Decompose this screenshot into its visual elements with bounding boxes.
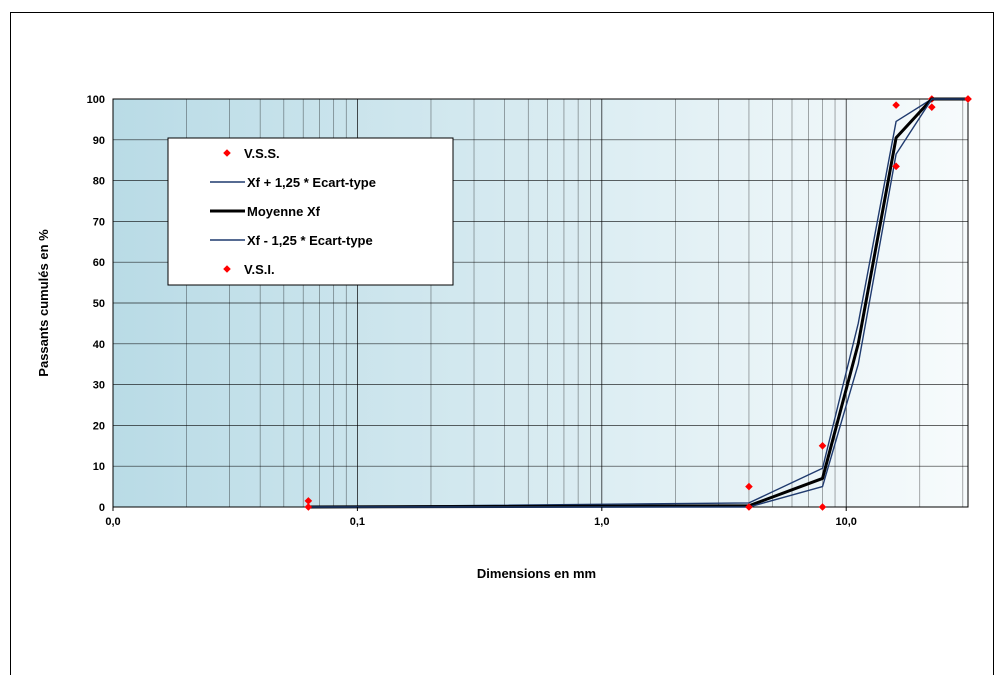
- y-tick-label: 0: [99, 502, 105, 514]
- series-marker-4: [892, 162, 900, 171]
- y-tick-label: 100: [87, 94, 105, 106]
- chart-border: [10, 12, 994, 675]
- y-tick-label: 10: [93, 461, 105, 473]
- legend-swatch-0: [223, 149, 231, 157]
- series-layer: [304, 95, 972, 511]
- x-tick-label: 0,1: [350, 516, 365, 528]
- series-marker-0: [304, 497, 313, 505]
- x-tick-label: 1,0: [594, 516, 609, 528]
- x-tick-label: 0,0: [105, 516, 120, 528]
- y-tick-label: 40: [93, 339, 105, 351]
- series-marker-4: [964, 95, 972, 103]
- series-marker-0: [892, 101, 900, 109]
- series-marker-4: [304, 503, 313, 511]
- series-marker-4: [818, 503, 827, 511]
- x-axis-title: Dimensions en mm: [477, 566, 596, 581]
- series-marker-4: [928, 103, 936, 111]
- y-tick-label: 60: [93, 257, 105, 269]
- tick-labels: 0 10 20 30 40 50 60 70 80 90 100 0,0 0,1 1,0 10,0: [87, 94, 857, 528]
- series-marker-4: [745, 503, 753, 511]
- legend-swatch-4: [223, 265, 231, 273]
- series-marker-0: [745, 482, 753, 491]
- legend-label-1: Xf + 1,25 * Ecart-type: [247, 175, 376, 190]
- legend-label-4: V.S.I.: [244, 262, 275, 277]
- legend-label-3: Xf - 1,25 * Ecart-type: [247, 233, 373, 248]
- legend-label-0: V.S.S.: [244, 146, 280, 161]
- y-tick-label: 30: [93, 380, 105, 392]
- y-tick-label: 50: [93, 298, 105, 310]
- y-tick-label: 80: [93, 176, 105, 188]
- legend-label-2: Moyenne Xf: [247, 204, 321, 219]
- y-axis-title: Passants cumulés en %: [36, 229, 51, 377]
- y-tick-label: 70: [93, 216, 105, 228]
- legend: V.S.S. Xf + 1,25 * Ecart-type Moyenne Xf Xf…: [167, 137, 454, 286]
- series-marker-0: [818, 442, 827, 450]
- y-tick-label: 90: [93, 135, 105, 147]
- x-tick-label: 10,0: [836, 516, 857, 528]
- y-tick-label: 20: [93, 420, 105, 432]
